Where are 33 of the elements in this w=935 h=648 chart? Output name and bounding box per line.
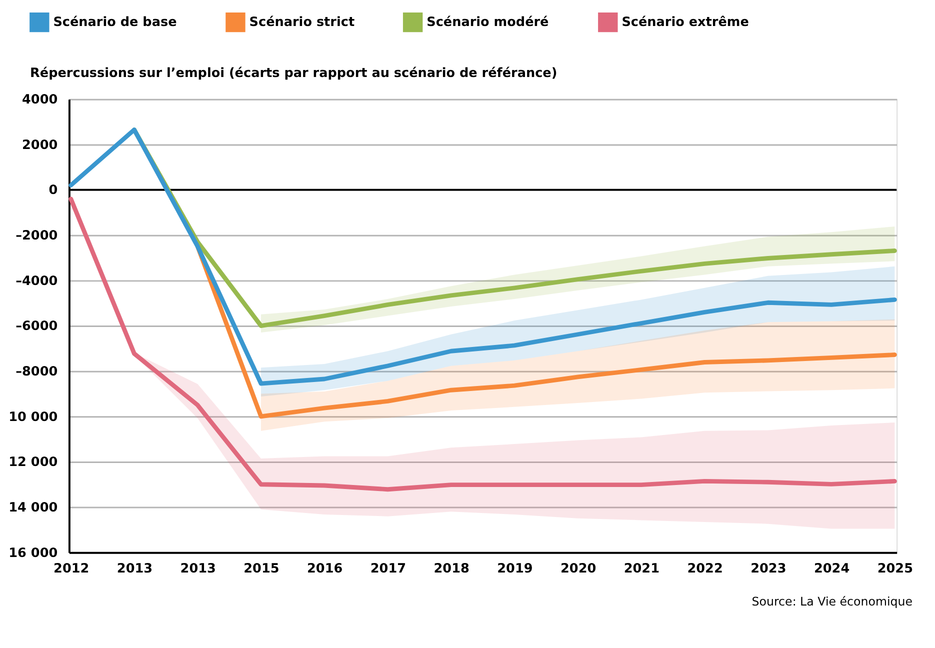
- x-tick-label: 2025: [877, 562, 914, 577]
- x-tick-label: 2022: [687, 562, 723, 577]
- y-tick-label: 0: [48, 183, 58, 198]
- x-tick-label: 2019: [497, 562, 533, 577]
- x-tick-label: 2017: [370, 562, 406, 577]
- y-tick-label: –2000: [16, 228, 58, 244]
- x-tick-label: 2016: [307, 562, 343, 577]
- x-tick-label: 2012: [54, 562, 90, 577]
- y-tick-label: 12 000: [8, 455, 58, 470]
- y-tick-label: 16 000: [8, 546, 58, 561]
- y-tick-label: –6000: [16, 319, 58, 334]
- y-axis-title: Répercussions sur l’emploi (écarts par rapport au scénario de référance): [30, 66, 558, 81]
- x-tick-label: 2013: [180, 562, 216, 577]
- source-note: Source: La Vie économique: [752, 594, 912, 609]
- y-tick-label: 4000: [22, 92, 58, 108]
- y-tick-label: –8000: [16, 364, 58, 380]
- legend-label: Scénario de base: [53, 15, 178, 30]
- line-series: [68, 196, 897, 492]
- legend-label: Scénario strict: [249, 15, 355, 30]
- y-tick-label: 2000: [22, 138, 58, 153]
- x-tick-label: 2024: [814, 562, 850, 577]
- legend-label: Scénario modéré: [426, 15, 550, 30]
- x-tick-label: 2015: [244, 562, 280, 577]
- x-tick-label: 2018: [434, 562, 470, 577]
- y-tick-label: –4000: [16, 274, 58, 289]
- x-tick-label: 2023: [750, 562, 786, 577]
- x-tick-label: 2021: [624, 562, 660, 577]
- legend-label: Scénario extrême: [622, 15, 750, 30]
- line-series: [68, 128, 897, 386]
- x-tick-label: 2020: [560, 562, 596, 577]
- y-tick-label: 10 000: [8, 410, 58, 425]
- x-tick-label: 2013: [116, 562, 153, 577]
- y-tick-label: 14 000: [8, 500, 58, 516]
